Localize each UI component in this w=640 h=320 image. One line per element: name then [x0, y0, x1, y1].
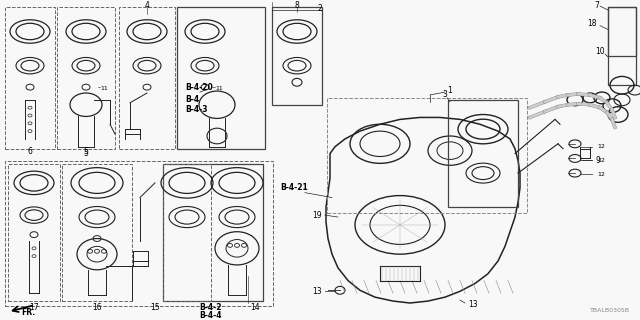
Bar	[5, 7, 55, 149]
Bar	[608, 7, 636, 85]
Text: 12: 12	[597, 158, 605, 163]
Bar	[327, 98, 527, 213]
Bar	[5, 161, 273, 306]
Text: 9: 9	[595, 156, 600, 165]
Bar	[57, 7, 115, 149]
Bar	[608, 7, 636, 56]
Text: 7: 7	[595, 1, 600, 10]
Text: 1: 1	[447, 85, 452, 95]
Bar	[163, 164, 263, 301]
Text: 14: 14	[250, 303, 260, 312]
Text: 16: 16	[92, 303, 102, 312]
Bar	[62, 164, 132, 301]
Text: 11: 11	[215, 86, 223, 91]
Text: 6: 6	[28, 147, 33, 156]
Text: 13: 13	[312, 287, 322, 296]
Text: 2: 2	[317, 4, 323, 12]
Text: FR.: FR.	[21, 308, 35, 317]
Text: 12: 12	[597, 144, 605, 149]
Text: 5: 5	[84, 149, 88, 158]
Text: 13: 13	[468, 300, 477, 309]
Bar	[163, 164, 211, 301]
Text: 5: 5	[84, 147, 88, 156]
Bar	[272, 7, 322, 105]
Text: B-4-21: B-4-21	[280, 183, 308, 192]
Text: 10: 10	[595, 46, 605, 56]
Text: 11: 11	[100, 86, 108, 91]
Bar	[177, 7, 265, 149]
Text: B-4-4: B-4-4	[199, 311, 221, 320]
Text: 12: 12	[597, 172, 605, 177]
Text: B-4-3: B-4-3	[185, 105, 207, 114]
Text: 19: 19	[312, 211, 322, 220]
Text: 3: 3	[442, 91, 447, 100]
Text: 8: 8	[294, 1, 300, 10]
Bar	[119, 7, 175, 149]
Text: 18: 18	[588, 19, 597, 28]
Text: 15: 15	[150, 303, 160, 312]
Bar	[8, 164, 60, 301]
Text: TBALB0305B: TBALB0305B	[590, 308, 630, 313]
Text: B-4-20: B-4-20	[185, 83, 212, 92]
Text: 4: 4	[145, 1, 149, 10]
Text: 17: 17	[29, 303, 39, 312]
Text: B-4-2: B-4-2	[199, 303, 221, 312]
Bar	[448, 100, 518, 207]
Text: B-4: B-4	[185, 95, 199, 104]
